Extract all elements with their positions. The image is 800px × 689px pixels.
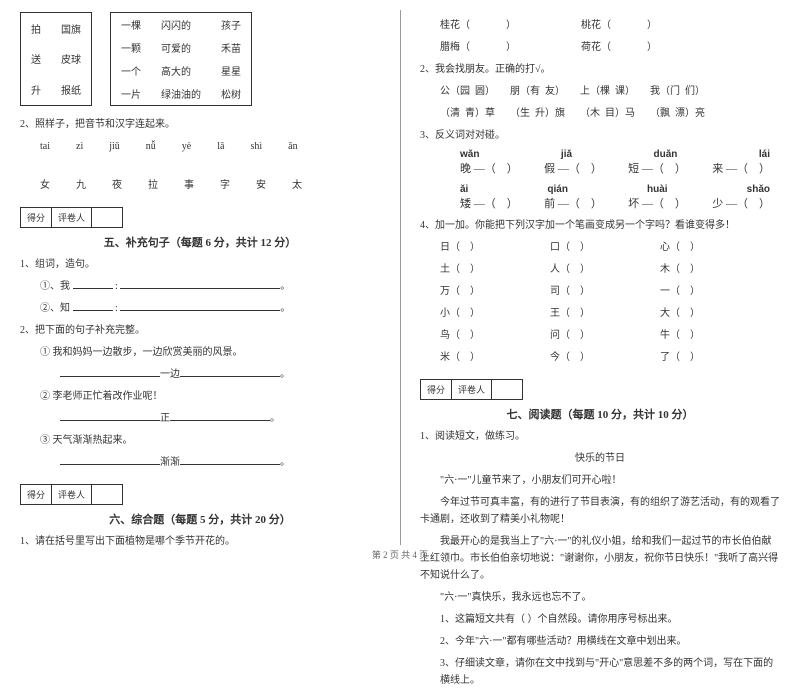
blank xyxy=(60,455,160,465)
q2-item: 公（园 圆） 朋（有 友） 上（棵 课） 我（门 们） xyxy=(420,83,780,100)
table-1: 拍国旗 送皮球 升报纸 xyxy=(20,12,92,106)
score-box-6: 得分 评卷人 xyxy=(20,484,123,505)
table-row: 拍国旗 xyxy=(21,13,92,44)
table-row: 一棵闪闪的孩子 xyxy=(111,13,252,37)
grid-row: 小（）王（）大（） xyxy=(440,305,780,322)
table-2: 一棵闪闪的孩子 一颗可爱的禾苗 一个高大的星星 一片绿油油的松树 xyxy=(110,12,252,106)
story-p2: 今年过节可真丰富，有的进行了节目表演，有的组织了游艺活动，有的观看了卡通剧，还收… xyxy=(420,494,780,528)
blank xyxy=(60,411,160,421)
grid-row: 日（）口（）心（） xyxy=(440,239,780,256)
blank xyxy=(180,367,280,377)
q3-title: 3、反义词对对碰。 xyxy=(420,127,780,144)
table-row: 一颗可爱的禾苗 xyxy=(111,36,252,59)
table-row: 送皮球 xyxy=(21,44,92,75)
blank xyxy=(60,367,160,377)
blank xyxy=(120,279,280,289)
blank xyxy=(180,455,280,465)
grid-row: 万（）司（）一（） xyxy=(440,283,780,300)
page-footer: 第 2 页 共 4 页 xyxy=(0,548,800,561)
table-row: 一个高大的星星 xyxy=(111,59,252,82)
grid-row: 土（）人（）木（） xyxy=(440,261,780,278)
q2-title: 2、我会找朋友。正确的打√。 xyxy=(420,61,780,78)
table-row: 一片绿油油的松树 xyxy=(111,82,252,106)
antonym-chars: 晚 —（ ） 假 —（ ） 短 —（ ） 来 —（ ） xyxy=(420,160,780,176)
blank xyxy=(73,301,113,311)
antonym-pinyin: ǎi qián huài shǎo xyxy=(420,184,780,195)
section-5-title: 五、补充句子（每题 6 分，共计 12 分） xyxy=(20,234,380,250)
right-column: 桂花（ ） 桃花（ ） 腊梅（ ） 荷花（ ） 2、我会找朋友。正确的打√。 公… xyxy=(400,0,800,565)
s5-1a: ①、我 : 。 xyxy=(20,278,380,295)
column-divider xyxy=(400,10,401,545)
story-title: 快乐的节日 xyxy=(420,450,780,467)
s5-1b: ②、知 : 。 xyxy=(20,300,380,317)
blank xyxy=(170,411,270,421)
section-7-title: 七、阅读题（每题 10 分，共计 10 分） xyxy=(420,406,780,422)
q7-3: 3、仔细读文章，请你在文中找到与"开心"意思差不多的两个词，写在下面的横线上。 xyxy=(420,655,780,689)
s5-2c: ③ 天气渐渐热起来。 xyxy=(20,432,380,449)
q4-title: 4、加一加。你能把下列汉字加一个笔画变成另一个字吗？看谁变得多！ xyxy=(420,217,780,234)
matching-tables: 拍国旗 送皮球 升报纸 一棵闪闪的孩子 一颗可爱的禾苗 一个高大的星星 一片绿油… xyxy=(20,12,380,106)
story-p4: "六·一"真快乐，我永远也忘不了。 xyxy=(420,589,780,606)
s5-2a: ① 我和妈妈一边散步，一边欣赏美丽的风景。 xyxy=(20,344,380,361)
section-6-title: 六、综合题（每题 5 分，共计 20 分） xyxy=(20,511,380,527)
q7-2: 2、今年"六·一"都有哪些活动？用横线在文章中划出来。 xyxy=(420,633,780,650)
antonym-pinyin: wǎn jiǎ duǎn lái xyxy=(420,149,780,160)
blank xyxy=(73,279,113,289)
plant-row: 腊梅（ ） 荷花（ ） xyxy=(420,39,780,56)
q2-title: 2、照样子，把音节和汉字连起来。 xyxy=(20,116,380,133)
story-p1: "六·一"儿童节来了，小朋友们可开心啦！ xyxy=(420,472,780,489)
plant-row: 桂花（ ） 桃花（ ） xyxy=(420,17,780,34)
s7-1: 1、阅读短文，做练习。 xyxy=(420,428,780,445)
s5-1: 1、组词，造句。 xyxy=(20,256,380,273)
grid-row: 鸟（）问（）牛（） xyxy=(440,327,780,344)
s5-2b: ② 李老师正忙着改作业呢！ xyxy=(20,388,380,405)
blank xyxy=(120,301,280,311)
antonym-chars: 矮 —（ ） 前 —（ ） 坏 —（ ） 少 —（ ） xyxy=(420,195,780,211)
s5-2: 2、把下面的句子补充完整。 xyxy=(20,322,380,339)
q2-item: （清 青）草 （生 升）旗 （木 目）马 （飘 漂）亮 xyxy=(420,105,780,122)
score-box-7: 得分 评卷人 xyxy=(420,379,523,400)
score-box-5: 得分 评卷人 xyxy=(20,207,123,228)
char-row: 女九夜拉事字安太 xyxy=(20,177,380,194)
grid-row: 米（）今（）了（） xyxy=(440,349,780,366)
table-row: 升报纸 xyxy=(21,74,92,105)
pinyin-row: taizìjiǔnǚyèlāshìān xyxy=(20,138,380,155)
left-column: 拍国旗 送皮球 升报纸 一棵闪闪的孩子 一颗可爱的禾苗 一个高大的星星 一片绿油… xyxy=(0,0,400,565)
q4-grid: 日（）口（）心（） 土（）人（）木（） 万（）司（）一（） 小（）王（）大（） … xyxy=(420,239,780,366)
q7-1: 1、这篇短文共有（ ）个自然段。请你用序号标出来。 xyxy=(420,611,780,628)
